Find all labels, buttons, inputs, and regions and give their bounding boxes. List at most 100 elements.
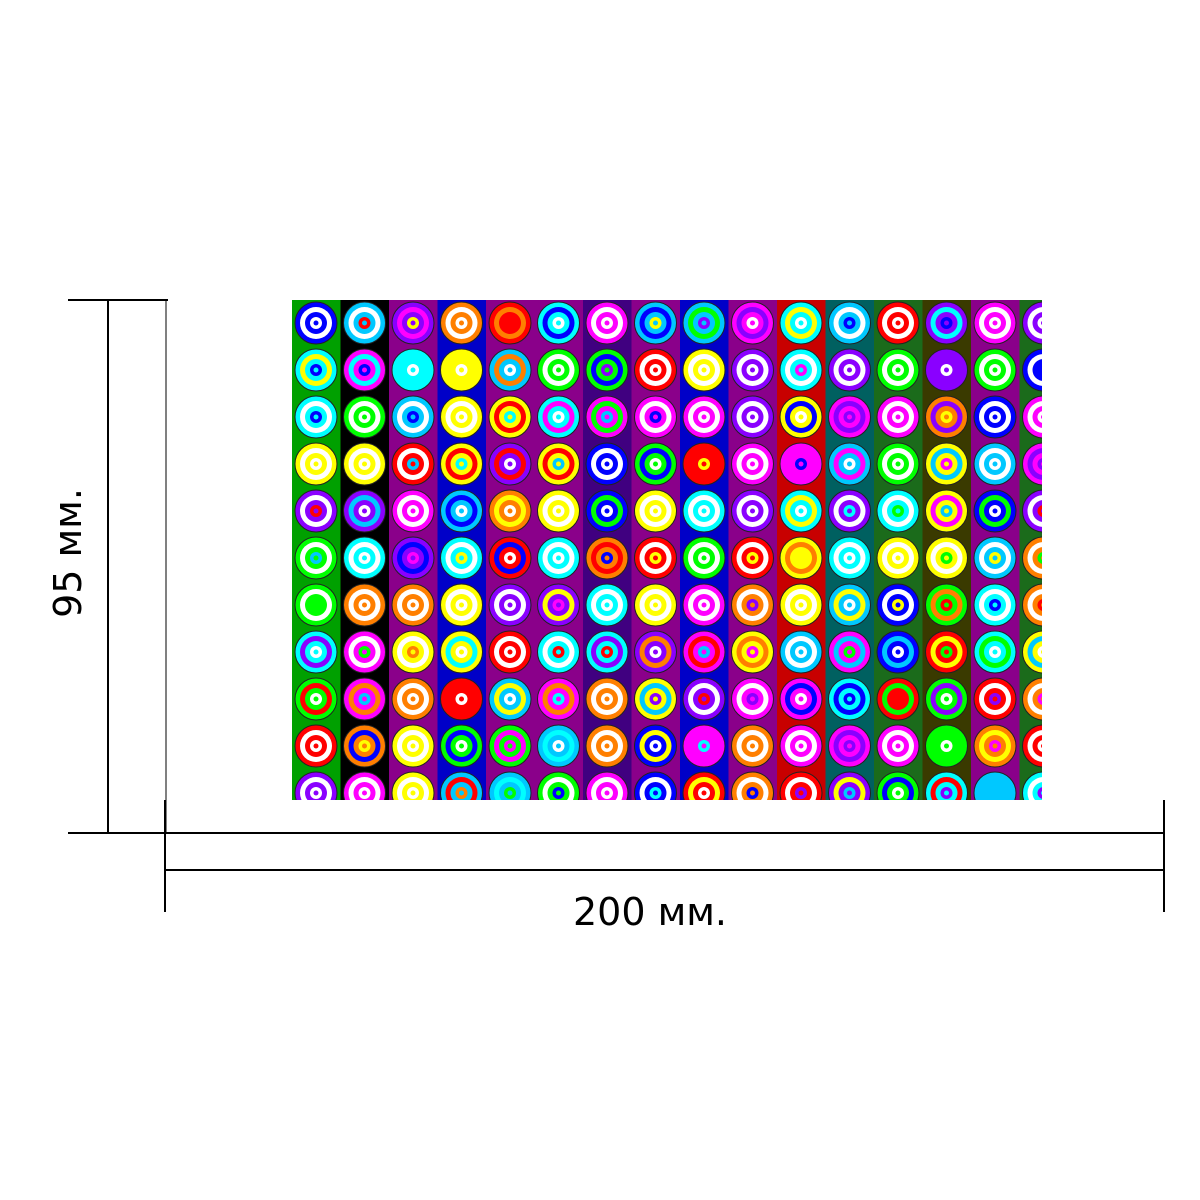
pattern-circle [585, 724, 629, 768]
pattern-circle [440, 583, 483, 627]
pattern-circle [828, 630, 871, 674]
pattern-circle [731, 583, 774, 627]
pattern-circle [731, 348, 774, 392]
pattern-circle [634, 395, 677, 439]
pattern-circle [391, 348, 435, 392]
pattern-circle [343, 724, 386, 768]
pattern-circle [294, 489, 338, 533]
pattern-circle [1022, 724, 1042, 768]
pattern-circle [973, 348, 1017, 392]
pattern-circle [731, 536, 774, 580]
pattern-circle [925, 348, 968, 392]
pattern-circle [1022, 771, 1042, 800]
pattern-circle [391, 301, 435, 345]
pattern-circle [779, 583, 823, 627]
pattern-circle [973, 724, 1017, 768]
pattern-circle [779, 489, 823, 533]
pattern-circle [1022, 583, 1042, 627]
pattern-circle [925, 301, 968, 345]
pattern-circle [537, 630, 580, 674]
pattern-circle [585, 630, 629, 674]
pattern-circle [682, 677, 726, 721]
pattern-circle [779, 536, 823, 580]
pattern-circle [973, 442, 1017, 486]
concentric-circles-pattern-icon [292, 300, 1042, 800]
pattern-circle [731, 630, 774, 674]
pattern-circle [488, 442, 532, 486]
pattern-circle [537, 583, 580, 627]
pattern-circle [488, 536, 532, 580]
pattern-circle [682, 771, 726, 800]
pattern-circle [731, 771, 774, 800]
pattern-circle [828, 348, 871, 392]
pattern-circle [440, 348, 483, 392]
pattern-circle [731, 442, 774, 486]
pattern-circle [925, 583, 968, 627]
pattern-circle [391, 583, 435, 627]
pattern-circle [343, 583, 386, 627]
pattern-circle [925, 724, 968, 768]
pattern-circle [1022, 489, 1042, 533]
pattern-circle [876, 348, 920, 392]
pattern-circle [634, 348, 677, 392]
pattern-circle [828, 395, 871, 439]
pattern-circle [343, 348, 386, 392]
pattern-circle [537, 677, 580, 721]
pattern-circle [634, 630, 677, 674]
pattern-circle [634, 771, 677, 800]
pattern-circle [731, 677, 774, 721]
pattern-circle [876, 630, 920, 674]
pattern-circle [294, 583, 338, 627]
pattern-circle [828, 724, 871, 768]
pattern-circle [828, 677, 871, 721]
pattern-circle [779, 301, 823, 345]
pattern-circle [537, 301, 580, 345]
pattern-circle [731, 301, 774, 345]
pattern-circle [682, 724, 726, 768]
pattern-circle [488, 630, 532, 674]
pattern-circle [1022, 348, 1042, 392]
pattern-circle [343, 536, 386, 580]
pattern-circle [585, 489, 629, 533]
pattern-circle [440, 442, 483, 486]
pattern-circle [343, 395, 386, 439]
pattern-circle [925, 536, 968, 580]
pattern-circle [876, 395, 920, 439]
pattern-circle [973, 677, 1017, 721]
pattern-circle [876, 771, 920, 800]
pattern-circle [634, 583, 677, 627]
pattern-circle [925, 442, 968, 486]
pattern-circle [1022, 395, 1042, 439]
pattern-circle [634, 536, 677, 580]
pattern-circle [294, 771, 338, 800]
pattern-circle [343, 442, 386, 486]
pattern-circle [391, 630, 435, 674]
pattern-circle [391, 677, 435, 721]
pattern-circle [537, 442, 580, 486]
pattern-circle [682, 536, 726, 580]
pattern-circle [779, 395, 823, 439]
pattern-circle [585, 771, 629, 800]
pattern-circle [973, 395, 1017, 439]
pattern-circle [343, 630, 386, 674]
pattern-circle [440, 536, 483, 580]
pattern-circle [682, 489, 726, 533]
pattern-circle [537, 489, 580, 533]
pattern-circle [391, 724, 435, 768]
pattern-circle [731, 724, 774, 768]
pattern-circle [1022, 442, 1042, 486]
pattern-circle [731, 395, 774, 439]
pattern-circle [1022, 536, 1042, 580]
pattern-circle [585, 395, 629, 439]
pattern-circle [1022, 677, 1042, 721]
pattern-circle [634, 677, 677, 721]
pattern-circle [488, 301, 532, 345]
pattern-circle [343, 771, 386, 800]
pattern-circle [440, 771, 483, 800]
pattern-circle [488, 583, 532, 627]
pattern-circle [440, 724, 483, 768]
pattern-circle [682, 301, 726, 345]
pattern-circle [779, 771, 823, 800]
pattern-circle [634, 301, 677, 345]
